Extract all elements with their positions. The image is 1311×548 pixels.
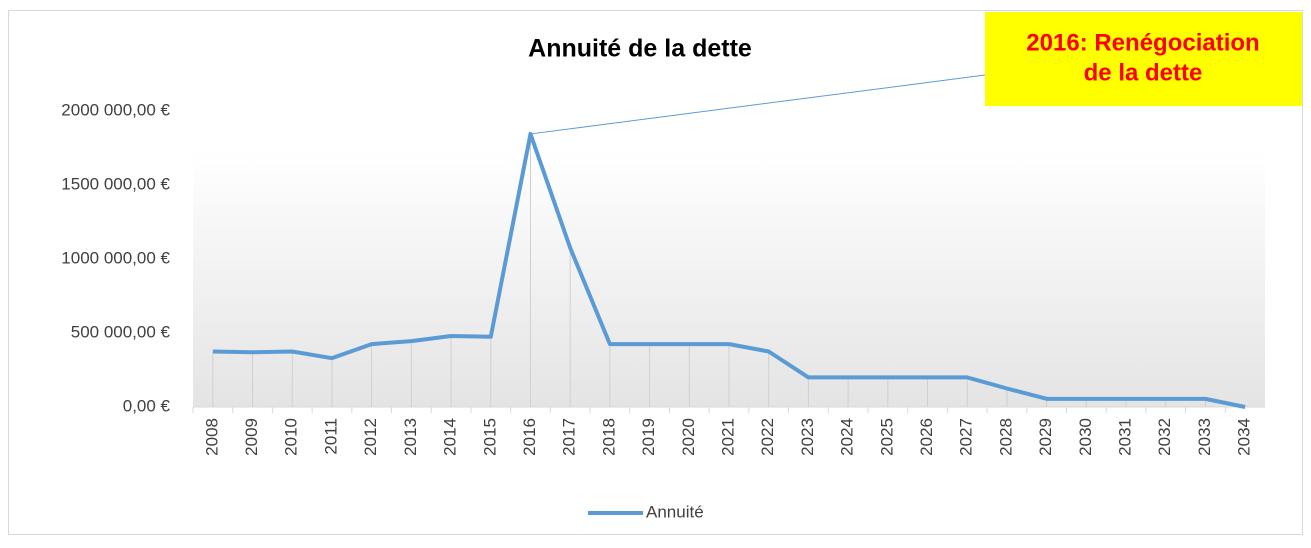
x-tick-label: 2032 bbox=[1155, 418, 1174, 456]
x-tick-label: 2009 bbox=[242, 418, 261, 456]
x-tick-label: 2018 bbox=[599, 418, 618, 456]
x-tick-label: 2034 bbox=[1235, 418, 1254, 456]
x-tick-label: 2008 bbox=[202, 418, 221, 456]
x-tick-label: 2021 bbox=[718, 418, 737, 456]
x-tick-label: 2010 bbox=[282, 418, 301, 456]
x-tick-label: 2011 bbox=[321, 418, 340, 455]
annotation-box bbox=[985, 12, 1302, 106]
x-tick-label: 2027 bbox=[957, 418, 976, 456]
x-tick-label: 2016 bbox=[520, 418, 539, 456]
x-tick-label: 2015 bbox=[480, 418, 499, 456]
y-tick-label: 1500 000,00 € bbox=[61, 174, 170, 193]
x-tick-label: 2033 bbox=[1195, 418, 1214, 456]
x-tick-label: 2028 bbox=[996, 418, 1015, 456]
annotation-text: 2016: Renégociation bbox=[1026, 29, 1259, 56]
annotation-text: de la dette bbox=[1084, 59, 1203, 86]
y-tick-label: 0,00 € bbox=[123, 396, 171, 415]
x-tick-label: 2026 bbox=[917, 418, 936, 456]
x-tick-label: 2025 bbox=[877, 418, 896, 456]
chart-title: Annuité de la dette bbox=[528, 35, 752, 63]
x-tick-label: 2013 bbox=[401, 418, 420, 456]
x-tick-label: 2012 bbox=[361, 418, 380, 456]
x-tick-label: 2029 bbox=[1036, 418, 1055, 456]
x-tick-label: 2030 bbox=[1076, 418, 1095, 456]
y-tick-label: 500 000,00 € bbox=[71, 322, 171, 341]
annotation-leader bbox=[530, 74, 986, 135]
y-tick-label: 2000 000,00 € bbox=[61, 100, 170, 119]
x-tick-label: 2020 bbox=[679, 418, 698, 456]
x-tick-label: 2022 bbox=[758, 418, 777, 456]
y-tick-label: 1000 000,00 € bbox=[61, 248, 170, 267]
x-tick-label: 2014 bbox=[441, 418, 460, 456]
x-tick-label: 2031 bbox=[1116, 418, 1135, 456]
x-tick-label: 2024 bbox=[838, 418, 857, 456]
x-tick-label: 2019 bbox=[639, 418, 658, 456]
x-tick-label: 2017 bbox=[560, 418, 579, 456]
legend-label: Annuité bbox=[646, 502, 704, 521]
x-tick-label: 2023 bbox=[798, 418, 817, 456]
series-line bbox=[212, 131, 1246, 409]
